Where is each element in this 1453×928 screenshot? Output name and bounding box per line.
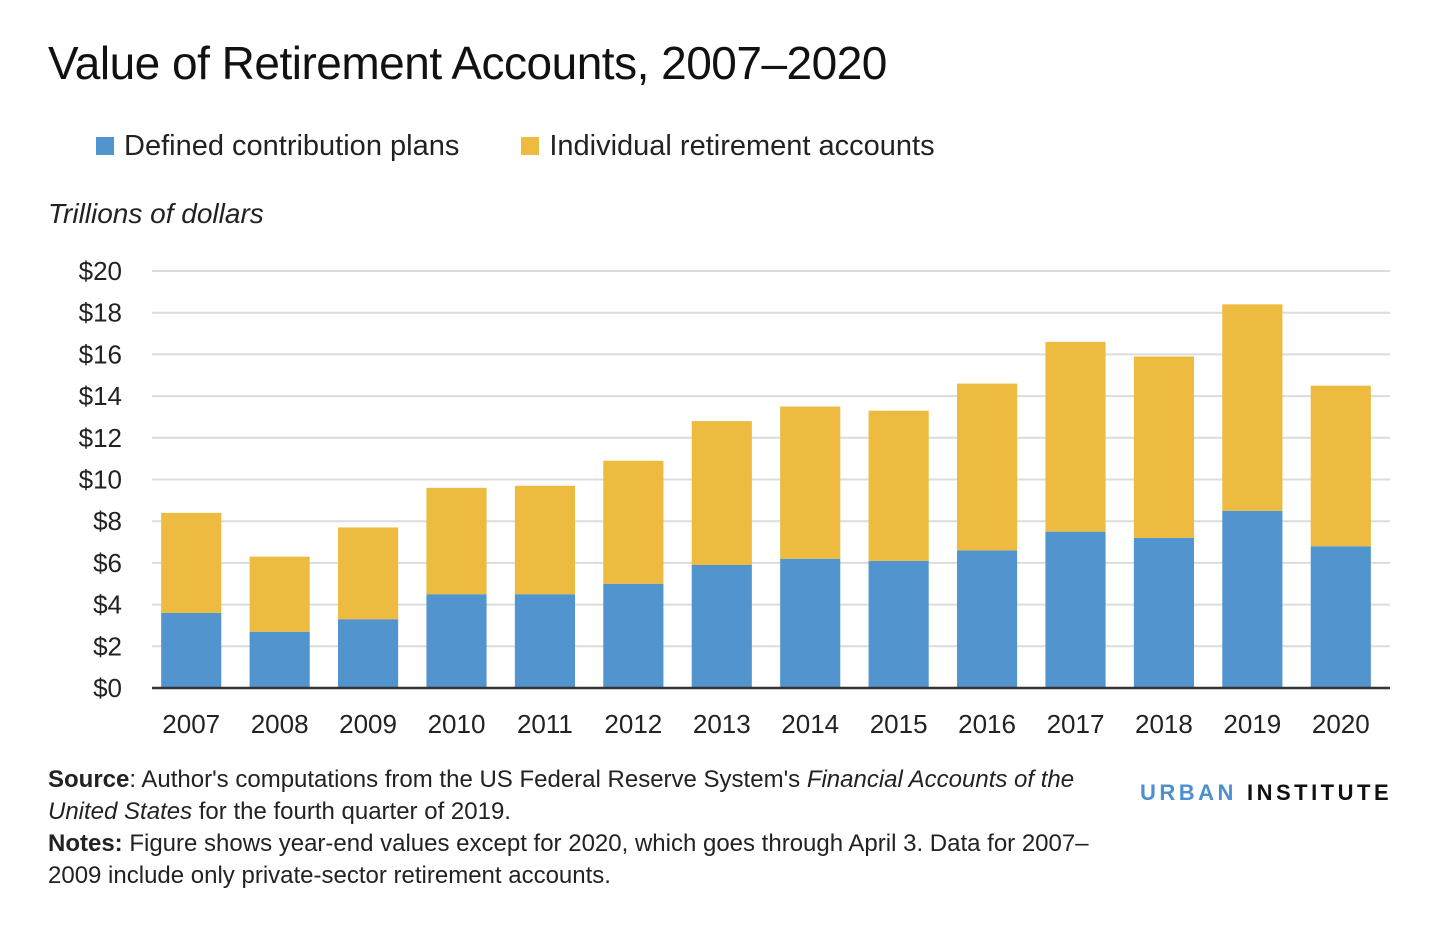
- y-axis-label: Trillions of dollars: [48, 198, 264, 229]
- bar-dc-2008: [249, 631, 310, 688]
- bar-dc-2019: [1222, 510, 1283, 688]
- bar-ira-2019: [1222, 304, 1283, 511]
- bar-dc-2009: [338, 619, 399, 688]
- source-text-2: for the fourth quarter of 2019.: [192, 798, 511, 825]
- y-tick-label: $4: [93, 590, 122, 620]
- y-tick-label: $12: [79, 423, 122, 453]
- bar-dc-2018: [1133, 537, 1194, 688]
- bar-ira-2020: [1310, 385, 1371, 547]
- notes-line: Notes: Figure shows year-end values exce…: [48, 828, 1108, 892]
- urban-institute-logo: URBAN INSTITUTE: [1140, 780, 1392, 806]
- y-tick-label: $20: [79, 256, 122, 286]
- x-tick-label: 2013: [693, 709, 751, 739]
- source-label: Source: [48, 766, 130, 793]
- x-tick-label: 2020: [1312, 709, 1370, 739]
- y-tick-label: $8: [93, 506, 122, 536]
- y-tick-label: $14: [79, 381, 122, 411]
- bar-ira-2014: [780, 406, 841, 559]
- bar-ira-2009: [338, 527, 399, 620]
- y-tick-label: $2: [93, 631, 122, 661]
- legend-swatch-ira: [521, 137, 540, 155]
- bar-dc-2015: [868, 560, 929, 688]
- x-tick-label: 2016: [958, 709, 1016, 739]
- x-tick-label: 2017: [1047, 709, 1105, 739]
- y-tick-label: $16: [79, 339, 122, 369]
- bar-ira-2011: [514, 485, 575, 595]
- legend-label-ira: Individual retirement accounts: [549, 129, 935, 162]
- bar-dc-2011: [514, 594, 575, 688]
- stacked-bar-chart: $0 $2 $4 $6 $8 $10 $12 $14 $16 $18 $20 2007 2008 2009…: [79, 256, 1390, 739]
- x-tick-label: 2019: [1223, 709, 1281, 739]
- source-line: Source: Author's computations from the U…: [48, 764, 1108, 828]
- y-tick-label: $6: [93, 548, 122, 578]
- x-tick-label: 2015: [870, 709, 928, 739]
- x-tick-label: 2007: [162, 709, 220, 739]
- bar-dc-2007: [161, 612, 222, 688]
- bar-ira-2017: [1045, 341, 1106, 532]
- y-tick-label: $0: [93, 673, 122, 703]
- legend: Defined contribution plans Individual re…: [96, 126, 997, 166]
- footer-notes: Source: Author's computations from the U…: [48, 764, 1108, 892]
- notes-label: Notes:: [48, 830, 123, 857]
- legend-swatch-dc: [96, 137, 114, 155]
- bar-dc-2016: [957, 550, 1018, 688]
- source-publication: Financial Accounts of the United States: [48, 766, 1075, 825]
- source-text-1: : Author's computations from the US Fede…: [129, 766, 807, 793]
- chart-title: Value of Retirement Accounts, 2007–2020: [48, 37, 887, 89]
- x-tick-label: 2011: [517, 709, 573, 739]
- bar-dc-2014: [780, 558, 841, 688]
- x-tick-label: 2009: [339, 709, 397, 739]
- logo-institute: INSTITUTE: [1246, 780, 1393, 805]
- x-tick-label: 2008: [251, 709, 309, 739]
- x-tick-label: 2018: [1135, 709, 1193, 739]
- bar-dc-2010: [426, 594, 487, 688]
- bar-ira-2010: [426, 487, 487, 595]
- bar-dc-2017: [1045, 531, 1106, 688]
- bar-dc-2012: [603, 583, 664, 688]
- x-tick-label: 2014: [781, 709, 839, 739]
- bar-dc-2020: [1310, 546, 1371, 688]
- bar-ira-2018: [1133, 356, 1194, 538]
- bar-ira-2007: [161, 512, 222, 613]
- y-tick-label: $10: [79, 465, 122, 495]
- notes-text: Figure shows year-end values except for …: [48, 830, 1089, 889]
- bar-ira-2012: [603, 460, 664, 584]
- bar-dc-2013: [691, 564, 752, 688]
- x-tick-label: 2010: [428, 709, 486, 739]
- y-tick-label: $18: [79, 298, 122, 328]
- bar-ira-2015: [868, 410, 929, 561]
- bar-ira-2013: [691, 421, 752, 565]
- x-tick-label: 2012: [604, 709, 662, 739]
- logo-urban: URBAN: [1140, 780, 1237, 805]
- bar-ira-2016: [957, 383, 1018, 551]
- bar-ira-2008: [249, 556, 310, 632]
- legend-item-ira: Individual retirement accounts: [521, 129, 935, 163]
- legend-label-dc: Defined contribution plans: [124, 129, 460, 162]
- legend-item-dc: Defined contribution plans: [96, 130, 459, 163]
